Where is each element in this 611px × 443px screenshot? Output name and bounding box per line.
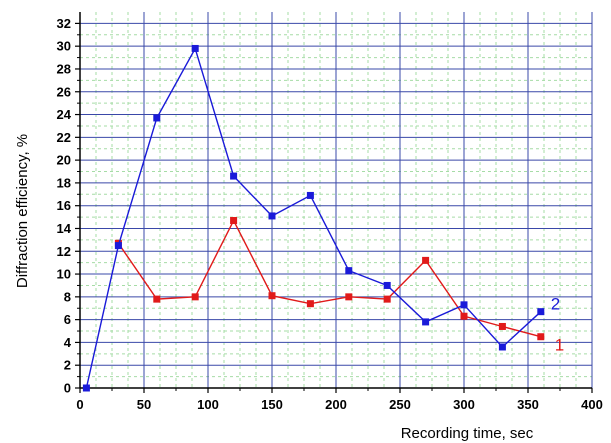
grid [80,12,593,388]
series-2-point [230,172,238,180]
series-2-point [82,384,90,392]
series-2-point [268,212,276,220]
series-2-point [498,343,506,351]
series-2-point [460,301,468,309]
tick-marks [75,22,593,393]
series-2-point [537,308,545,316]
series-2-point [153,114,161,122]
series-1-point [153,295,161,303]
series-2-point [114,242,122,250]
data-series: 12 [82,44,564,392]
series-1-point [306,300,314,308]
y-tick-label: 4 [64,335,72,350]
y-tick-label: 20 [57,153,71,168]
series-2: 2 [82,44,560,392]
series-1-point [230,217,238,225]
y-tick-label: 28 [57,61,71,76]
x-tick-label: 300 [453,397,475,412]
y-tick-label: 2 [64,358,71,373]
y-axis-title: Diffraction efficiency, % [14,134,31,288]
series-1-point [383,295,391,303]
y-tick-label: 24 [57,107,72,122]
y-tick-label: 30 [57,39,71,54]
y-tick-label: 16 [57,198,71,213]
series-2-point [191,44,199,52]
y-tick-label: 32 [57,16,71,31]
x-tick-label: 50 [137,397,151,412]
series-1-point [460,312,468,320]
x-tick-label: 250 [389,397,411,412]
series-2-line [85,46,542,389]
series-2-label: 2 [551,295,560,314]
series-1-label: 1 [555,336,564,355]
x-tick-label: 200 [325,397,347,412]
y-tick-label: 8 [64,289,71,304]
y-tick-label: 12 [57,244,71,259]
y-tick-label: 0 [64,381,71,396]
series-1-point [498,322,506,330]
y-tick-label: 18 [57,175,71,190]
series-2-point [345,267,353,275]
series-2-point [306,191,314,199]
x-tick-label: 150 [261,397,283,412]
x-axis-title: Recording time, sec [401,425,534,442]
series-2-point [383,281,391,289]
x-tick-label: 400 [581,397,603,412]
series-1-point [191,293,199,301]
series-1-point [537,333,545,341]
tick-labels: 0 50 100 150 200 250 300 350 4000246810121416182… [57,16,603,412]
y-tick-label: 26 [57,84,71,99]
x-tick-label: 100 [197,397,219,412]
y-tick-label: 14 [57,221,72,236]
series-2-point [422,318,430,326]
series-1-point [268,292,276,300]
series-1-point [422,256,430,264]
x-tick-label: 0 [76,397,83,412]
y-tick-label: 10 [57,267,71,282]
y-tick-label: 6 [64,312,71,327]
x-tick-label: 350 [517,397,539,412]
series-1-line [117,218,541,338]
series-1-point [345,293,353,301]
y-tick-label: 22 [57,130,71,145]
